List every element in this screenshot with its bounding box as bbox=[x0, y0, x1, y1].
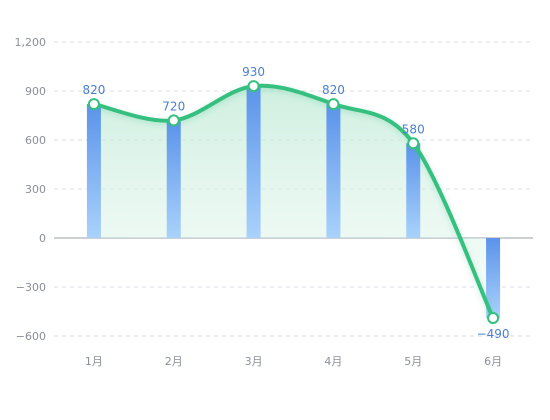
line-points bbox=[87, 80, 500, 325]
bar bbox=[326, 104, 341, 238]
bar bbox=[486, 238, 501, 319]
y-tick-label: −600 bbox=[16, 330, 46, 343]
line-point bbox=[327, 98, 340, 111]
y-tick-label: −300 bbox=[16, 281, 46, 294]
data-label: 820 bbox=[322, 83, 345, 97]
data-labels: 820 720 930 820 580 −490 bbox=[82, 65, 509, 341]
x-tick-label: 5月 bbox=[404, 355, 422, 368]
area-path bbox=[93, 85, 494, 319]
area-fill bbox=[93, 85, 494, 319]
bar bbox=[246, 86, 261, 238]
y-tick-label: 1,200 bbox=[15, 36, 47, 49]
line-point bbox=[247, 80, 260, 93]
x-tick-label: 6月 bbox=[484, 355, 502, 368]
x-tick-label: 1月 bbox=[85, 355, 103, 368]
line-point bbox=[87, 98, 100, 111]
y-tick-label: 900 bbox=[25, 85, 46, 98]
data-label: 580 bbox=[402, 122, 425, 136]
y-tick-label: 300 bbox=[25, 183, 46, 196]
line-point bbox=[167, 114, 180, 127]
bar bbox=[86, 104, 101, 238]
line-point bbox=[487, 312, 500, 325]
x-tick-label: 3月 bbox=[245, 355, 263, 368]
x-tick-label: 4月 bbox=[324, 355, 342, 368]
bar-series bbox=[86, 86, 501, 319]
bar bbox=[406, 143, 421, 238]
data-label: 820 bbox=[82, 83, 105, 97]
line-point bbox=[407, 137, 420, 150]
data-label: 720 bbox=[162, 99, 185, 113]
bar bbox=[166, 120, 181, 238]
data-label: −490 bbox=[477, 327, 510, 341]
data-label: 930 bbox=[242, 65, 265, 79]
x-axis-ticks: 1月 2月 3月 4月 5月 6月 bbox=[85, 355, 502, 368]
x-tick-label: 2月 bbox=[165, 355, 183, 368]
y-axis-ticks: 1,200 900 600 300 0 −300 −600 bbox=[15, 36, 47, 343]
y-tick-label: 0 bbox=[39, 232, 46, 245]
y-tick-label: 600 bbox=[25, 134, 46, 147]
